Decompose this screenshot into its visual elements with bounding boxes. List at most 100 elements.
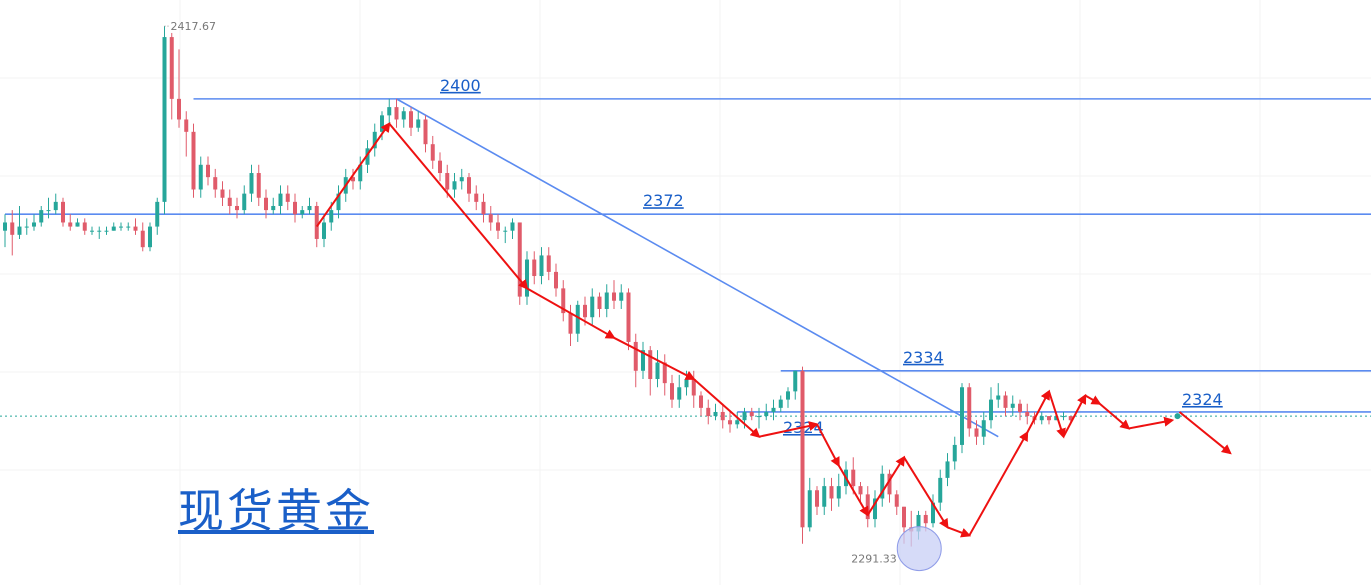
candle [409,107,413,136]
candle [220,181,225,206]
candle [401,107,406,128]
candle [575,300,580,342]
candle-body [583,304,587,318]
candle [952,436,957,470]
candle-body [619,292,624,301]
candle-body [720,411,725,421]
candle [945,453,950,487]
candle-body [1010,403,1015,408]
candle [111,222,116,231]
level-label-2372: 2372 [643,191,684,210]
candle [271,197,276,215]
candle-body [300,210,305,215]
low-marker-circle [896,526,942,572]
trend-arrows [315,121,1232,538]
candle-body [351,177,355,182]
candle-body [655,362,660,380]
candle [394,98,399,128]
trend-arrow [613,336,696,380]
candle-body [923,514,928,524]
candle-body [3,222,7,231]
trend-arrow [947,526,972,538]
trend-arrow [866,455,906,516]
candle [655,350,660,388]
candle-body [561,288,566,314]
candle [981,411,986,445]
candle [532,251,537,285]
candle [264,189,268,219]
candle-body [764,411,769,417]
candle [996,383,1001,408]
candle-body [438,160,442,174]
trend-arrow [758,421,819,438]
candle [430,135,435,169]
candle-body [728,420,732,425]
candle [510,218,515,239]
candle-body [336,193,341,211]
trend-arrow [816,423,840,468]
candle-body [423,119,428,145]
candle-body [162,37,167,202]
candle [474,185,479,211]
candle [728,411,732,433]
candle-body [771,407,776,412]
candle-body [887,473,892,495]
candle-body [314,205,319,239]
candle [351,168,355,190]
candle-body [380,115,384,132]
candle [525,251,529,305]
candle [800,366,805,544]
candle-body [119,226,123,228]
candle [155,197,160,235]
candle [488,205,493,231]
candle-body [10,222,15,235]
candle-body [220,189,225,198]
candle-body [981,420,986,437]
candle-body [322,222,326,239]
candle [467,173,471,202]
candle-body [916,514,921,532]
candle [82,218,87,235]
trend-arrow [693,378,761,439]
candle-body [967,387,972,429]
candle [989,387,993,429]
candle-body [111,226,116,231]
trend-arrow [1099,402,1131,430]
candle [336,185,341,219]
candle [749,407,754,421]
candle-body [517,222,522,297]
candle [865,486,870,528]
low-label: 2291.33 [851,553,897,566]
candle-body [430,144,435,161]
candle [1039,411,1044,425]
candle-body [662,362,667,384]
candle [191,123,196,198]
candle [148,222,152,252]
candle-body [641,350,645,371]
candle-body [227,197,232,206]
candle-body [836,486,841,499]
candle-body [974,428,979,437]
candle-body [684,379,689,388]
candle [1061,411,1066,421]
candle-body [481,201,486,215]
candle-body [97,230,102,232]
candle-body [612,292,616,301]
candle-body [452,181,457,190]
candle [24,218,29,235]
candle [61,197,65,227]
annotations: 2417.67 2291.33 [164,20,942,572]
candle-body [713,411,718,417]
trend-arrow [388,122,529,290]
candle [1047,416,1051,425]
candle-body [742,411,747,421]
candle-body [546,255,551,272]
candle [496,214,500,239]
candle-body [126,226,131,228]
trend-arrow [1026,389,1050,434]
candle-body [416,119,421,128]
candle-body [525,259,529,297]
candle [452,173,457,198]
candle [873,490,877,528]
candle-body [53,201,58,211]
